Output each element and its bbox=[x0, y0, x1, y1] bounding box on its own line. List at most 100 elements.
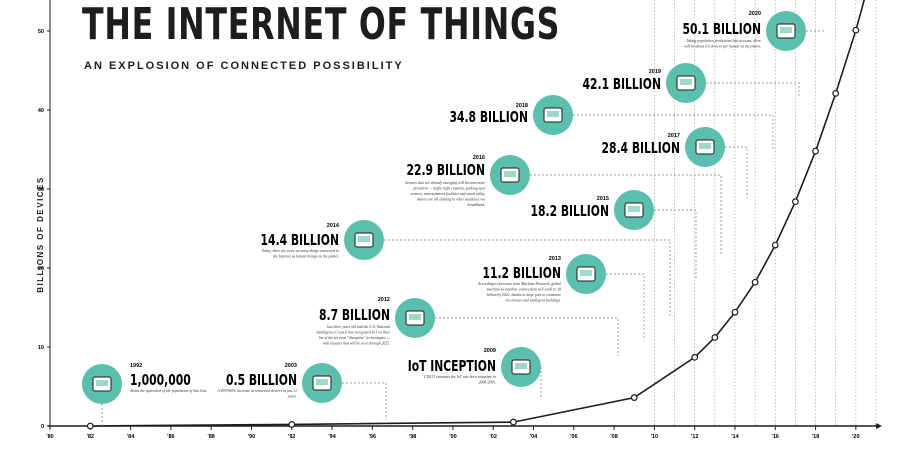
thermostat-icon-detail bbox=[547, 111, 559, 117]
callout-connector bbox=[530, 174, 722, 256]
callout-year: 2014 bbox=[327, 223, 340, 229]
x-tick-label: '86 bbox=[167, 434, 174, 440]
data-point bbox=[812, 147, 819, 155]
x-tick-label: '80 bbox=[46, 434, 53, 440]
data-point bbox=[509, 418, 517, 426]
callout-label: 22.9 BILLION bbox=[406, 162, 485, 179]
x-tick-label: '94 bbox=[328, 434, 336, 440]
data-point bbox=[751, 278, 759, 286]
laptop-icon-detail bbox=[316, 379, 328, 385]
computer-icon-detail bbox=[96, 380, 108, 386]
wind-turbine-icon-detail bbox=[358, 236, 370, 242]
series-line bbox=[90, 0, 866, 427]
callout-connector bbox=[435, 317, 619, 356]
callout-year: 2003 bbox=[285, 363, 297, 369]
data-point bbox=[731, 308, 739, 316]
x-tick-label: '98 bbox=[409, 434, 416, 440]
callout-note-line: prevalent — traffic light cameras, parki… bbox=[413, 187, 486, 192]
x-tick-label: '82 bbox=[87, 434, 94, 440]
data-point bbox=[792, 198, 799, 206]
callout-note-line: According to forecasts from Machina Rese… bbox=[477, 282, 561, 287]
x-tick-label: '90 bbox=[248, 434, 255, 440]
y-tick-label: 30 bbox=[38, 187, 44, 193]
callout-note-line: Taking population predictions into accou… bbox=[686, 39, 761, 44]
door-handle-icon-detail bbox=[780, 27, 792, 33]
x-tick-label: '16 bbox=[772, 434, 779, 440]
callout-note-line: the Internet as human beings on the plan… bbox=[273, 255, 339, 259]
y-tick-label: 50 bbox=[38, 29, 44, 35]
callout-label: 11.2 BILLION bbox=[482, 265, 561, 282]
callout-year: 2015 bbox=[597, 196, 609, 202]
callout-label: 42.1 BILLION bbox=[582, 76, 661, 93]
data-point bbox=[771, 241, 779, 249]
data-point bbox=[711, 334, 719, 341]
data-point bbox=[691, 353, 699, 361]
microwave-icon-detail bbox=[699, 143, 711, 149]
callout-year: 2012 bbox=[378, 297, 390, 303]
callout-connector bbox=[342, 382, 387, 420]
x-tick-label: '12 bbox=[691, 434, 698, 440]
x-tick-label: '88 bbox=[207, 434, 214, 440]
toothbrush-icon-detail bbox=[628, 206, 640, 212]
x-axis-arrow bbox=[876, 423, 882, 429]
callout-year: 2018 bbox=[516, 103, 528, 109]
x-tick-label: '18 bbox=[812, 434, 819, 440]
callout-year: 2020 bbox=[749, 11, 761, 17]
callout-note-line: sensors, entertainment facilities and sm… bbox=[411, 192, 486, 197]
x-tick-label: '20 bbox=[852, 434, 859, 440]
callout-note-line: electronics and intelligent buildings. bbox=[505, 299, 561, 303]
x-tick-label: '14 bbox=[731, 434, 739, 440]
callout-connector bbox=[654, 209, 697, 278]
phone-fridge-icon-detail bbox=[409, 314, 421, 320]
page-subtitle: AN EXPLOSION OF CONNECTED POSSIBILITY bbox=[84, 60, 404, 72]
callout-note-line: 2008-2009. bbox=[479, 381, 496, 385]
callout-year: 2019 bbox=[649, 69, 661, 75]
callout-note-line: CISCO estimates the IoT was born sometim… bbox=[424, 375, 496, 379]
x-tick-label: '84 bbox=[127, 434, 135, 440]
callout-year: 2013 bbox=[549, 256, 561, 262]
y-tick-label: 10 bbox=[38, 345, 44, 351]
callout-year: 2016 bbox=[473, 155, 485, 161]
callout-note-line: broadband. bbox=[468, 203, 486, 207]
callout-year: 2009 bbox=[484, 348, 496, 354]
callout-note-line: billion by 2022, thanks in large part to… bbox=[487, 293, 562, 298]
x-tick-label: '96 bbox=[369, 434, 376, 440]
callout-note-line: machine-to-machine connections will swel… bbox=[487, 288, 561, 292]
callout-note-line: Sensors that are already emerging will b… bbox=[405, 181, 485, 185]
callout-connector bbox=[384, 239, 671, 318]
oven-icon-detail bbox=[580, 270, 592, 276]
callout-connector bbox=[573, 114, 774, 151]
callout-note-line: meters are all chatting to other machine… bbox=[417, 198, 485, 202]
callout-note-line: Just three years old and the U.S. Nation… bbox=[326, 325, 390, 329]
callout-note-line: Intelligence Council has recognized IoT … bbox=[315, 331, 390, 335]
callout-label: 28.4 BILLION bbox=[601, 140, 680, 157]
callout-label: 34.8 BILLION bbox=[449, 109, 528, 126]
callout-year: 2017 bbox=[668, 133, 680, 139]
data-point bbox=[832, 90, 840, 97]
x-tick-label: '08 bbox=[610, 434, 617, 440]
callout-connector bbox=[725, 146, 748, 198]
outlet-icon-detail bbox=[680, 79, 692, 85]
data-point bbox=[86, 422, 94, 430]
x-tick-label: '00 bbox=[449, 434, 456, 440]
x-tick-label: '04 bbox=[530, 434, 538, 440]
callout-label: 50.1 BILLION bbox=[682, 21, 761, 38]
x-tick-label: '10 bbox=[651, 434, 658, 440]
x-tick-label: '92 bbox=[288, 434, 295, 440]
data-point bbox=[288, 421, 296, 428]
callout-label: 0.5 BILLION bbox=[226, 372, 297, 389]
data-point bbox=[630, 394, 638, 401]
y-tick-label: 0 bbox=[41, 424, 44, 430]
callout-label: 14.4 BILLION bbox=[260, 232, 339, 249]
